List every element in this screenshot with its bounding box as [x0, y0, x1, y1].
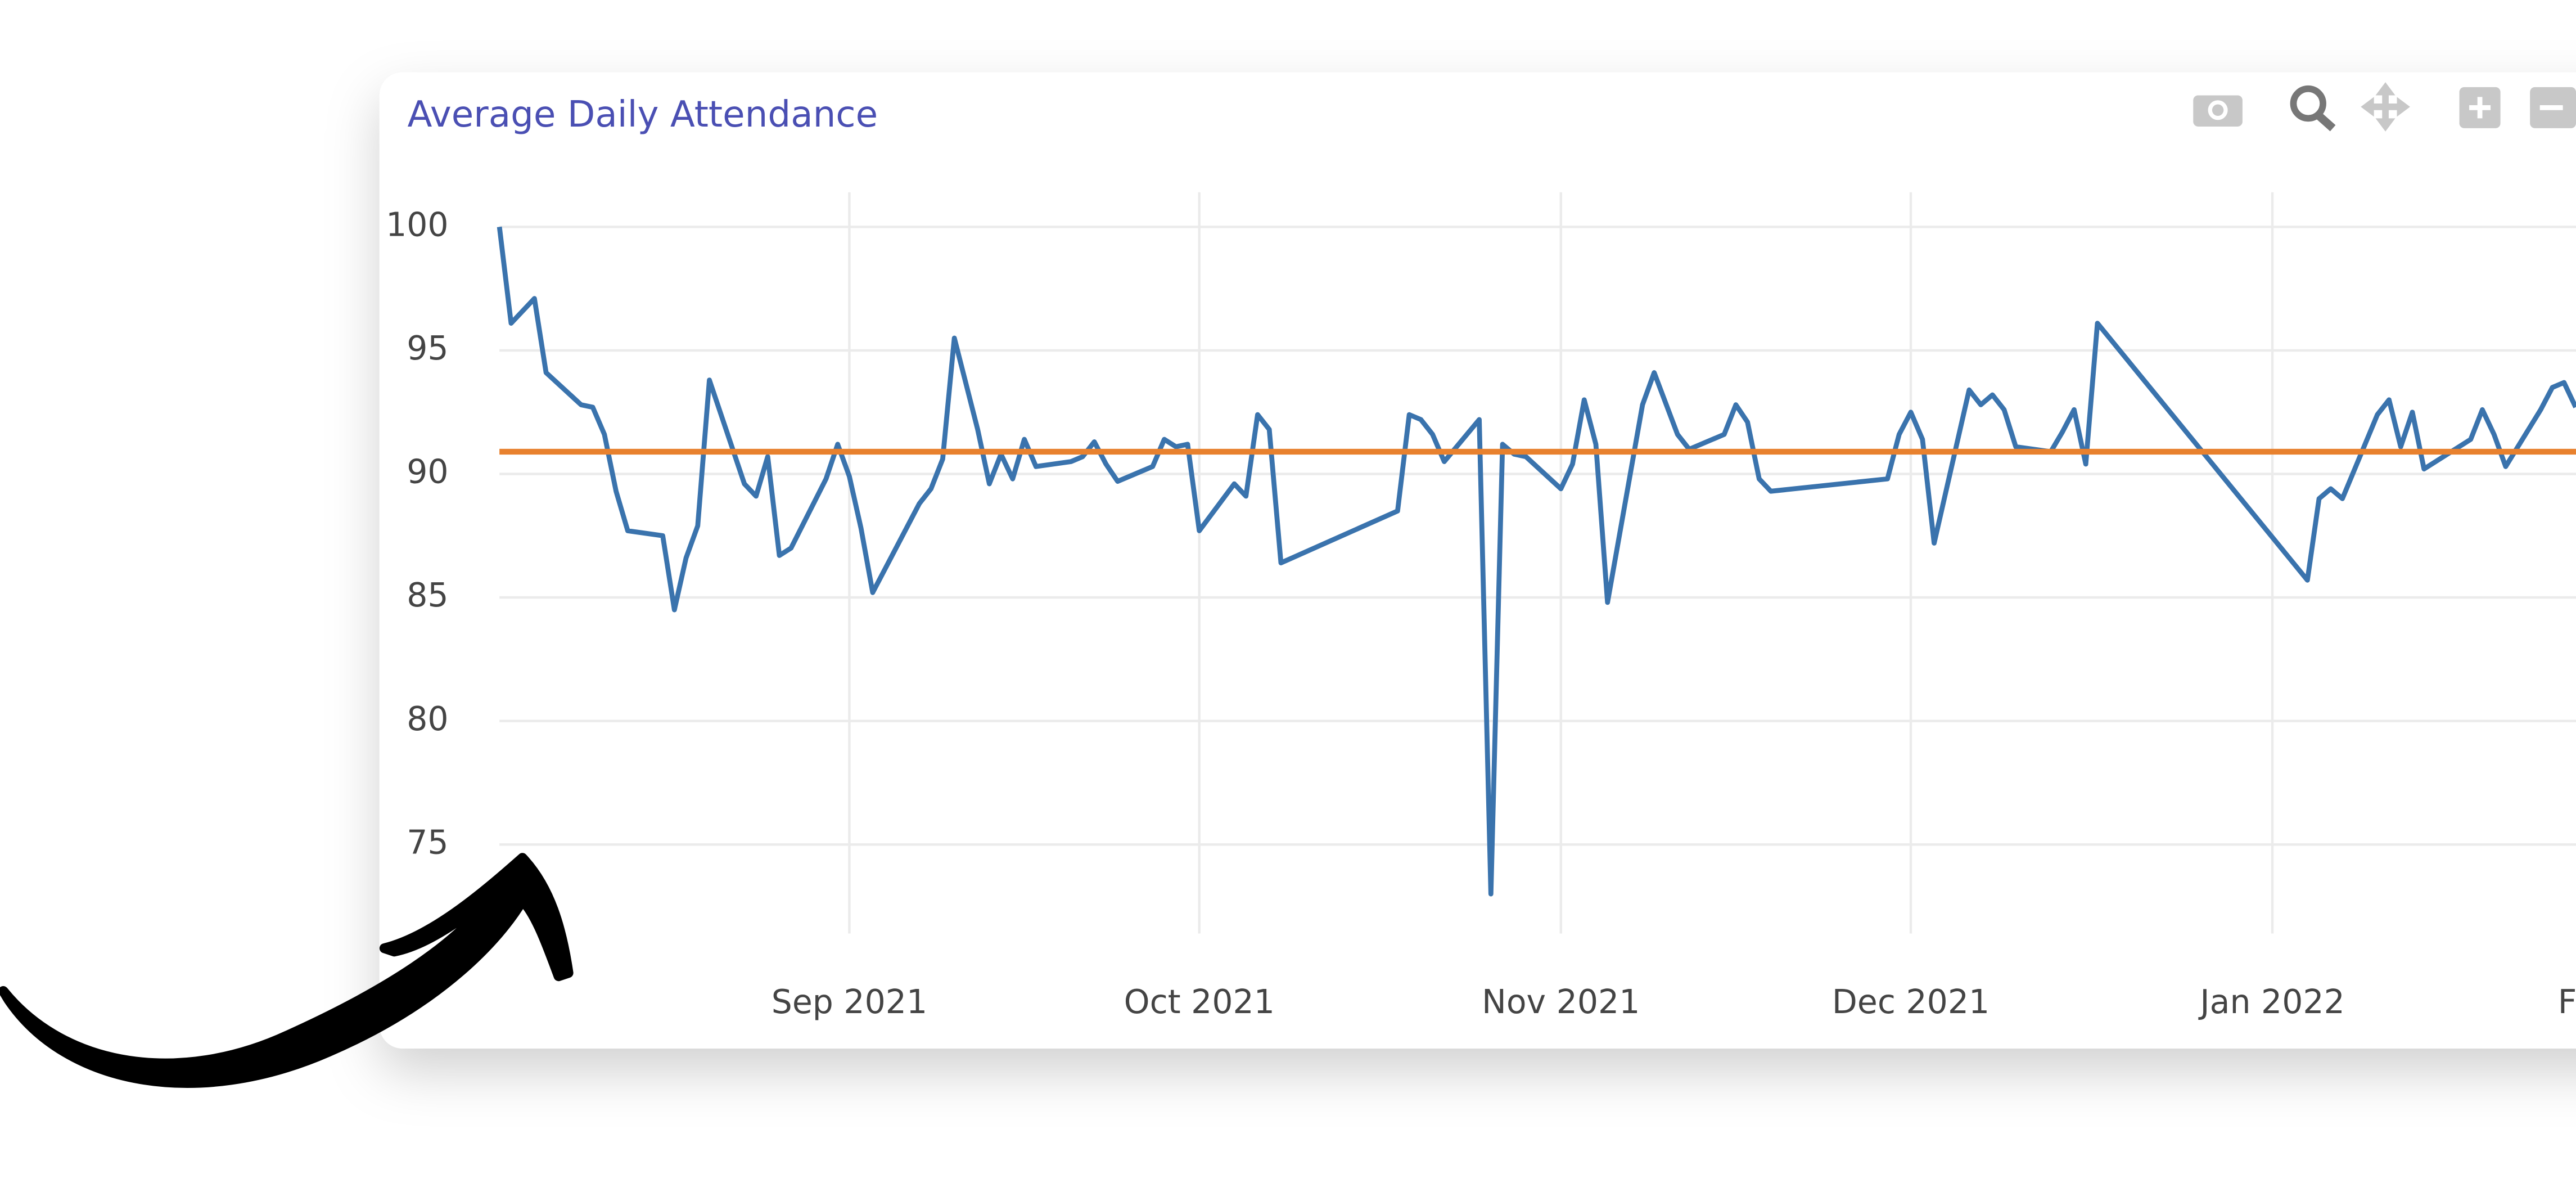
- toolbar: [2193, 82, 2576, 132]
- x-tick-label: Feb 2022: [2558, 983, 2576, 1021]
- y-tick-label: 90: [407, 453, 448, 491]
- x-tick-label: Sep 2021: [772, 983, 927, 1021]
- plot: 75 80 85 90 95 100 Sep 2021 Oct 2021 Nov 2021 Dec…: [386, 192, 2576, 1021]
- chart-title: Average Daily Attendance: [408, 93, 878, 136]
- x-tick-label: Dec 2021: [1832, 983, 1989, 1021]
- x-tick-label: Oct 2021: [1124, 983, 1275, 1021]
- y-tick-label: 80: [407, 700, 448, 738]
- card: [379, 72, 2576, 1049]
- data-line: [497, 226, 2576, 897]
- zoom-icon[interactable]: [2290, 85, 2326, 122]
- x-tick-label: Nov 2021: [1482, 983, 1640, 1021]
- y-tick-label: 100: [386, 205, 449, 244]
- pan-icon[interactable]: [2361, 82, 2410, 132]
- x-tick-label: Jan 2022: [2198, 983, 2344, 1021]
- y-tick-label: 75: [407, 823, 448, 861]
- hand-drawn-arrow: [0, 853, 574, 1088]
- y-tick-label: 95: [407, 329, 448, 367]
- y-tick-label: 85: [407, 576, 448, 614]
